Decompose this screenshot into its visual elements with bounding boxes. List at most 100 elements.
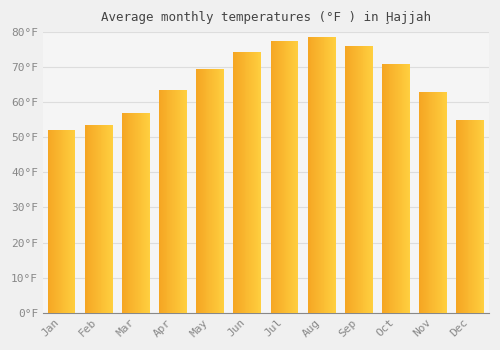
Bar bbox=[456, 120, 458, 313]
Bar bbox=[315, 37, 316, 313]
Bar bbox=[62, 130, 64, 313]
Bar bbox=[388, 64, 390, 313]
Bar bbox=[58, 130, 59, 313]
Bar bbox=[293, 41, 294, 313]
Bar bbox=[254, 51, 255, 313]
Bar bbox=[107, 125, 108, 313]
Bar bbox=[246, 51, 248, 313]
Bar bbox=[148, 113, 149, 313]
Bar bbox=[436, 92, 437, 313]
Bar bbox=[422, 92, 423, 313]
Bar bbox=[345, 46, 346, 313]
Bar bbox=[92, 125, 93, 313]
Bar bbox=[172, 90, 173, 313]
Bar bbox=[130, 113, 131, 313]
Bar bbox=[122, 113, 123, 313]
Bar bbox=[197, 69, 198, 313]
Bar bbox=[86, 125, 88, 313]
Bar bbox=[135, 113, 136, 313]
Bar bbox=[128, 113, 130, 313]
Bar bbox=[426, 92, 428, 313]
Bar bbox=[461, 120, 462, 313]
Bar bbox=[317, 37, 318, 313]
Bar bbox=[423, 92, 424, 313]
Bar bbox=[442, 92, 444, 313]
Bar bbox=[392, 64, 393, 313]
Bar bbox=[69, 130, 70, 313]
Bar bbox=[258, 51, 260, 313]
Bar bbox=[138, 113, 140, 313]
Bar bbox=[102, 125, 104, 313]
Bar bbox=[239, 51, 240, 313]
Bar bbox=[284, 41, 286, 313]
Bar bbox=[407, 64, 408, 313]
Bar bbox=[244, 51, 246, 313]
Bar bbox=[308, 37, 310, 313]
Bar bbox=[108, 125, 109, 313]
Bar bbox=[355, 46, 356, 313]
Bar bbox=[294, 41, 296, 313]
Bar bbox=[278, 41, 279, 313]
Bar bbox=[198, 69, 199, 313]
Bar bbox=[66, 130, 67, 313]
Bar bbox=[437, 92, 438, 313]
Bar bbox=[59, 130, 60, 313]
Bar bbox=[322, 37, 324, 313]
Bar bbox=[72, 130, 74, 313]
Bar bbox=[137, 113, 138, 313]
Bar bbox=[471, 120, 472, 313]
Bar bbox=[478, 120, 480, 313]
Bar bbox=[475, 120, 476, 313]
Bar bbox=[220, 69, 222, 313]
Bar bbox=[291, 41, 292, 313]
Bar bbox=[200, 69, 201, 313]
Bar bbox=[147, 113, 148, 313]
Bar bbox=[208, 69, 210, 313]
Bar bbox=[346, 46, 347, 313]
Bar bbox=[460, 120, 461, 313]
Bar bbox=[372, 46, 373, 313]
Bar bbox=[236, 51, 237, 313]
Bar bbox=[402, 64, 404, 313]
Bar bbox=[168, 90, 170, 313]
Bar bbox=[425, 92, 426, 313]
Bar bbox=[110, 125, 111, 313]
Bar bbox=[94, 125, 95, 313]
Bar bbox=[383, 64, 384, 313]
Bar bbox=[350, 46, 352, 313]
Bar bbox=[85, 125, 86, 313]
Bar bbox=[56, 130, 57, 313]
Bar bbox=[253, 51, 254, 313]
Bar bbox=[93, 125, 94, 313]
Bar bbox=[132, 113, 133, 313]
Bar bbox=[292, 41, 293, 313]
Bar bbox=[319, 37, 320, 313]
Bar bbox=[52, 130, 53, 313]
Bar bbox=[60, 130, 62, 313]
Bar bbox=[176, 90, 178, 313]
Bar bbox=[328, 37, 329, 313]
Bar bbox=[433, 92, 434, 313]
Bar bbox=[215, 69, 216, 313]
Bar bbox=[250, 51, 251, 313]
Bar bbox=[123, 113, 124, 313]
Bar bbox=[178, 90, 180, 313]
Bar bbox=[248, 51, 249, 313]
Bar bbox=[206, 69, 208, 313]
Bar bbox=[330, 37, 331, 313]
Bar bbox=[312, 37, 314, 313]
Bar bbox=[334, 37, 336, 313]
Bar bbox=[288, 41, 289, 313]
Bar bbox=[71, 130, 72, 313]
Bar bbox=[310, 37, 312, 313]
Bar bbox=[50, 130, 51, 313]
Bar bbox=[395, 64, 396, 313]
Bar bbox=[367, 46, 368, 313]
Bar bbox=[212, 69, 213, 313]
Bar bbox=[359, 46, 360, 313]
Bar bbox=[146, 113, 147, 313]
Bar bbox=[202, 69, 203, 313]
Bar bbox=[432, 92, 433, 313]
Bar bbox=[470, 120, 471, 313]
Bar bbox=[240, 51, 241, 313]
